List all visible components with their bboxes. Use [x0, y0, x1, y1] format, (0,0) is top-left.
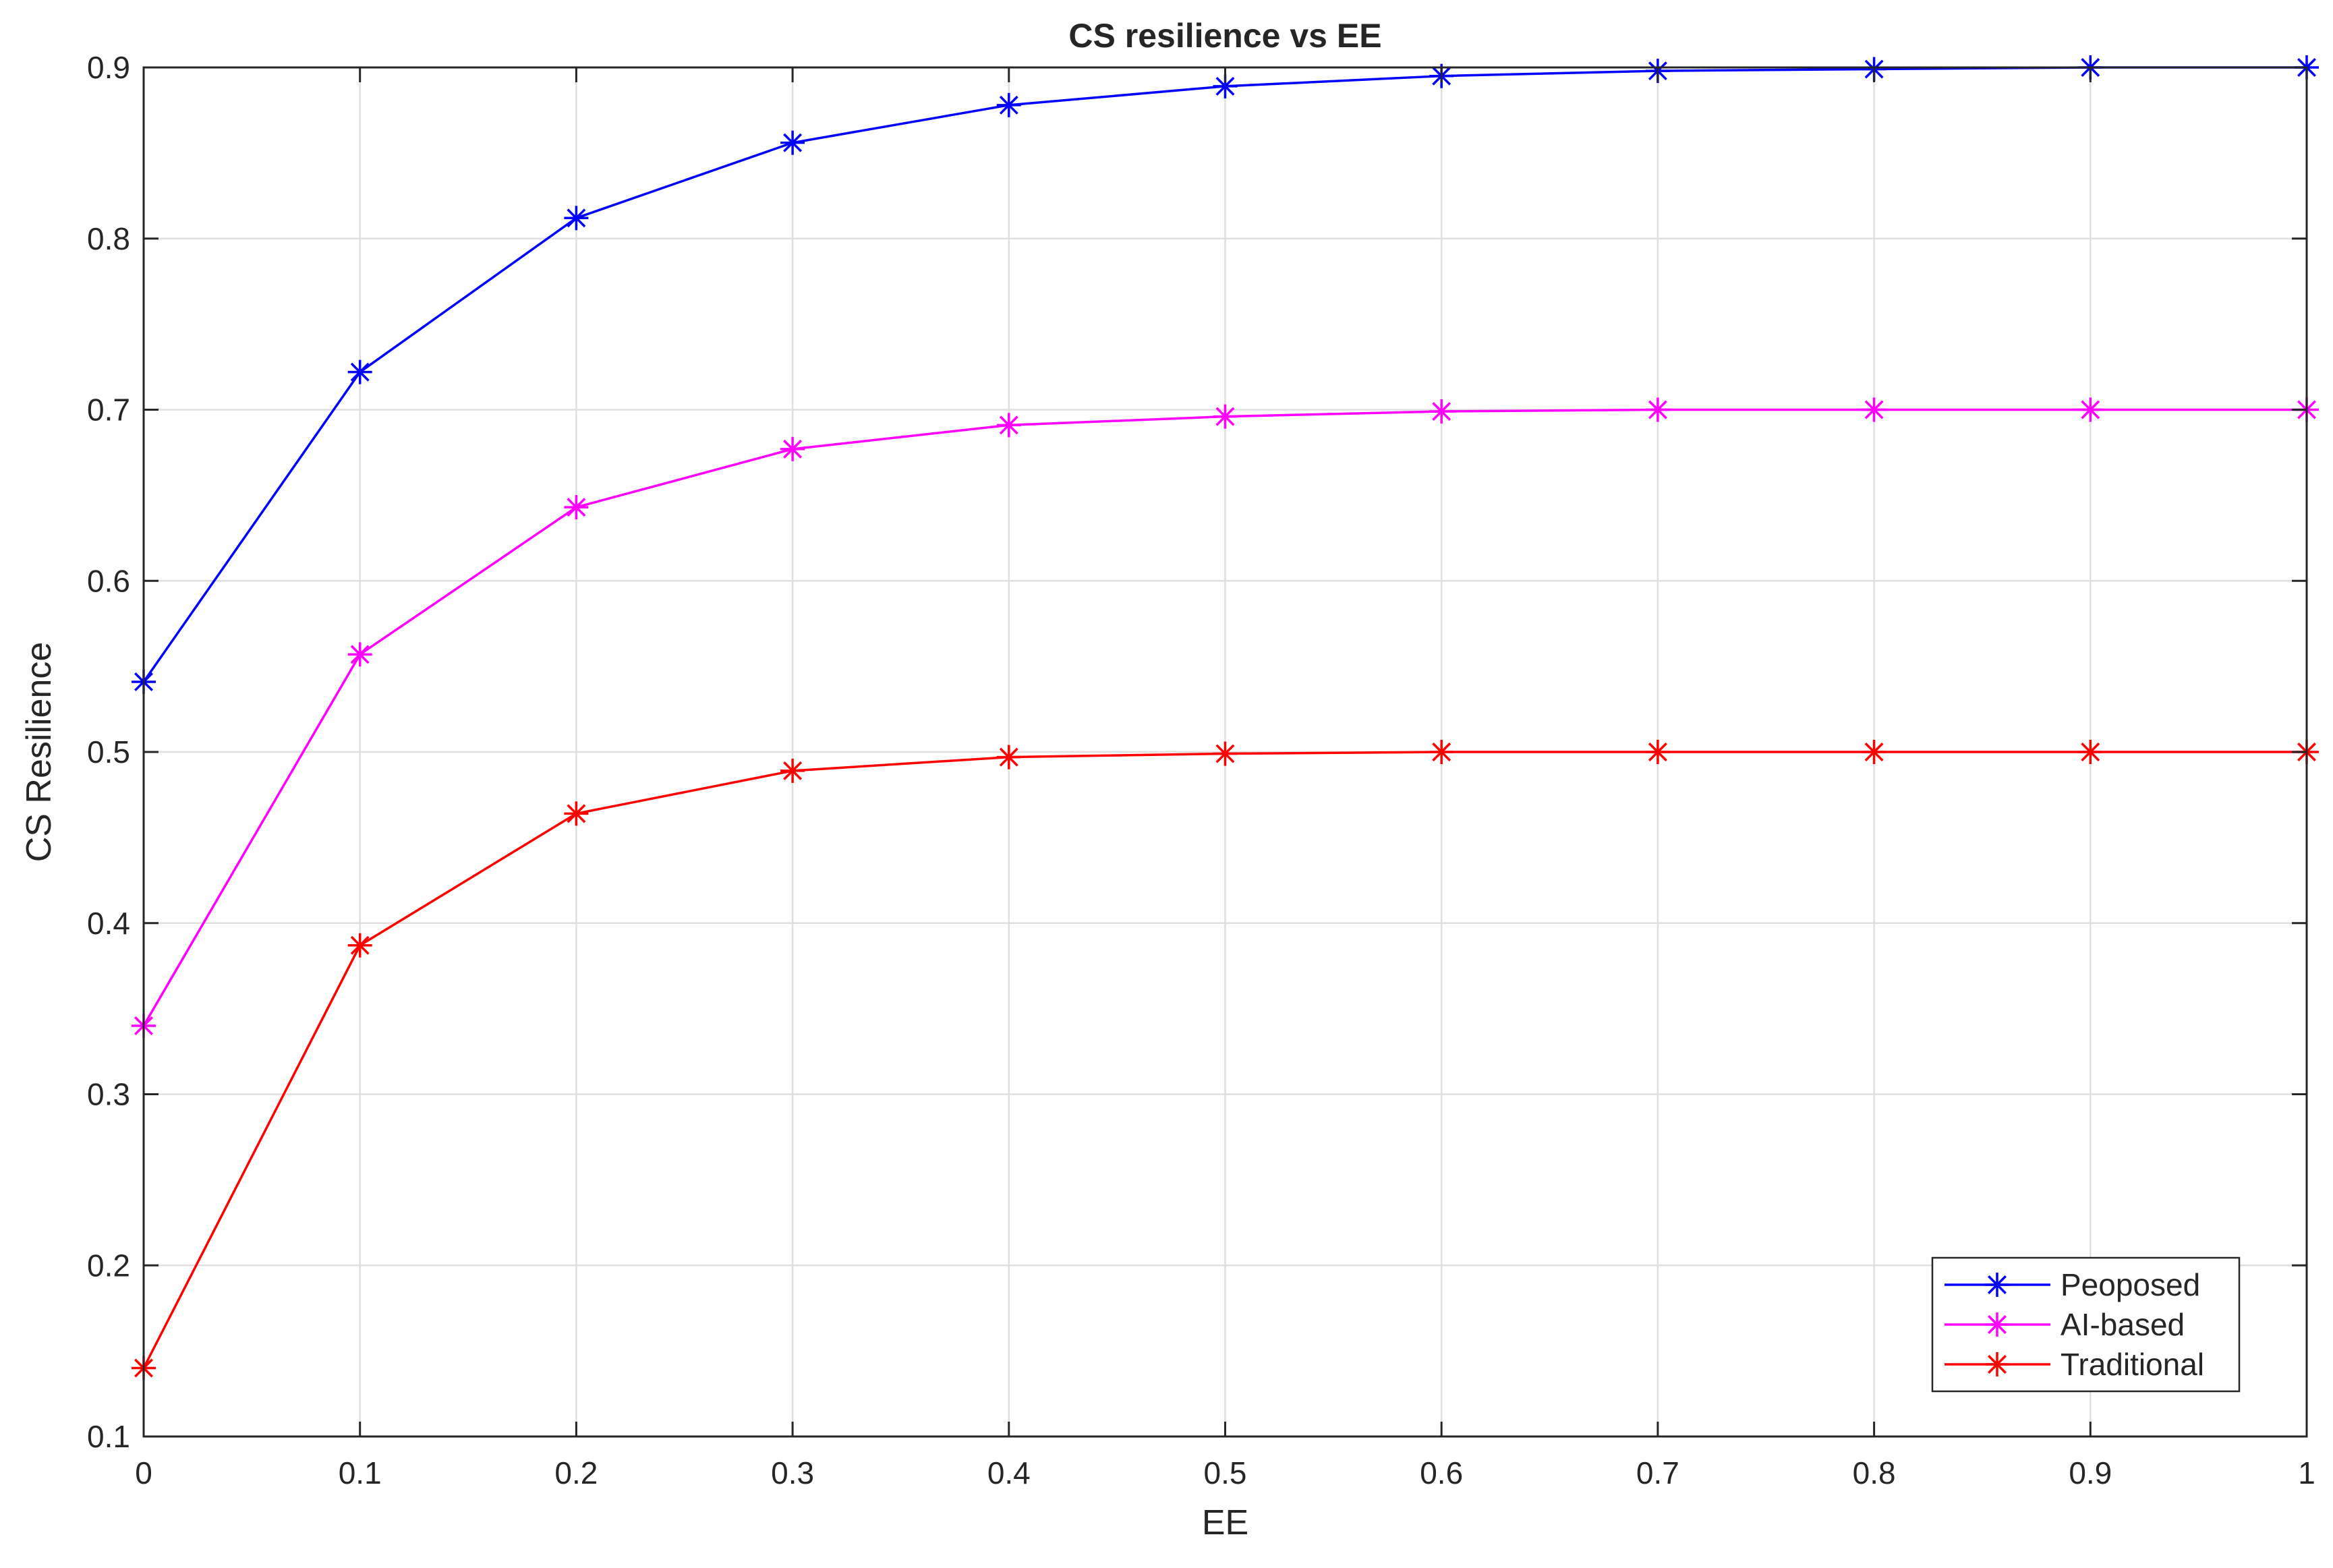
data-point-ai-based: [564, 495, 589, 520]
data-point-ai-based: [1645, 397, 1670, 422]
data-point-traditional: [1213, 741, 1238, 766]
legend-marker: [1985, 1312, 2009, 1337]
y-tick-label: 0.3: [87, 1077, 130, 1112]
y-tick-label: 0.8: [87, 221, 130, 256]
legend-item-ai-based: AI-based: [1945, 1307, 2185, 1342]
data-point-traditional: [347, 933, 372, 958]
data-point-ai-based: [780, 436, 805, 461]
legend-item-peoposed: Peoposed: [1945, 1267, 2200, 1302]
y-tick-label: 0.4: [87, 906, 130, 941]
data-point-ai-based: [1862, 397, 1886, 422]
data-point-traditional: [564, 801, 589, 826]
legend-label: Traditional: [2061, 1347, 2204, 1382]
data-point-ai-based: [2078, 397, 2103, 422]
y-tick-label: 0.1: [87, 1419, 130, 1454]
legend-label: Peoposed: [2061, 1267, 2200, 1302]
y-tick-label: 0.9: [87, 50, 130, 85]
x-tick-label: 0.8: [1853, 1455, 1896, 1490]
data-point-traditional: [996, 745, 1021, 770]
x-tick-label: 0.4: [987, 1455, 1031, 1490]
data-point-ai-based: [996, 413, 1021, 438]
series-peoposed: [132, 55, 2319, 694]
data-point-ai-based: [1213, 404, 1238, 429]
chart-title: CS resilience vs EE: [1068, 17, 1381, 55]
y-tick-label: 0.6: [87, 563, 130, 598]
y-tick-label: 0.7: [87, 393, 130, 428]
x-tick-label: 1: [2298, 1455, 2315, 1490]
legend-marker: [1985, 1352, 2009, 1376]
x-tick-label: 0.7: [1636, 1455, 1679, 1490]
data-point-traditional: [1429, 740, 1454, 764]
x-tick-label: 0.2: [554, 1455, 598, 1490]
x-tick-label: 0.3: [771, 1455, 814, 1490]
x-tick-label: 0.1: [339, 1455, 382, 1490]
legend-item-traditional: Traditional: [1945, 1347, 2204, 1382]
data-point-peoposed: [780, 130, 805, 155]
data-point-peoposed: [347, 359, 372, 384]
y-axis-label: CS Resilience: [20, 642, 59, 863]
x-tick-label: 0.5: [1204, 1455, 1247, 1490]
x-tick-label: 0.9: [2069, 1455, 2112, 1490]
data-point-ai-based: [1429, 399, 1454, 424]
legend-label: AI-based: [2061, 1307, 2185, 1342]
x-tick-label: 0: [135, 1455, 152, 1490]
data-point-traditional: [1862, 740, 1886, 764]
legend: Peoposed AI-based Traditional: [1931, 1256, 2241, 1393]
ticks: 0 0.1 0.2 0.3 0.4 0.5 0.6 0.7 0.8 0.9 10.10.20.30.…: [87, 50, 2315, 1490]
data-point-traditional: [1645, 740, 1670, 764]
data-point-ai-based: [347, 642, 372, 667]
y-tick-label: 0.5: [87, 734, 130, 770]
data-point-peoposed: [996, 92, 1021, 117]
y-tick-label: 0.2: [87, 1248, 130, 1283]
legend-marker: [1985, 1273, 2009, 1297]
data-point-peoposed: [564, 206, 589, 231]
x-tick-label: 0.6: [1420, 1455, 1463, 1490]
x-axis-label: EE: [1202, 1503, 1248, 1542]
data-point-traditional: [780, 758, 805, 783]
data-point-traditional: [2078, 740, 2103, 764]
